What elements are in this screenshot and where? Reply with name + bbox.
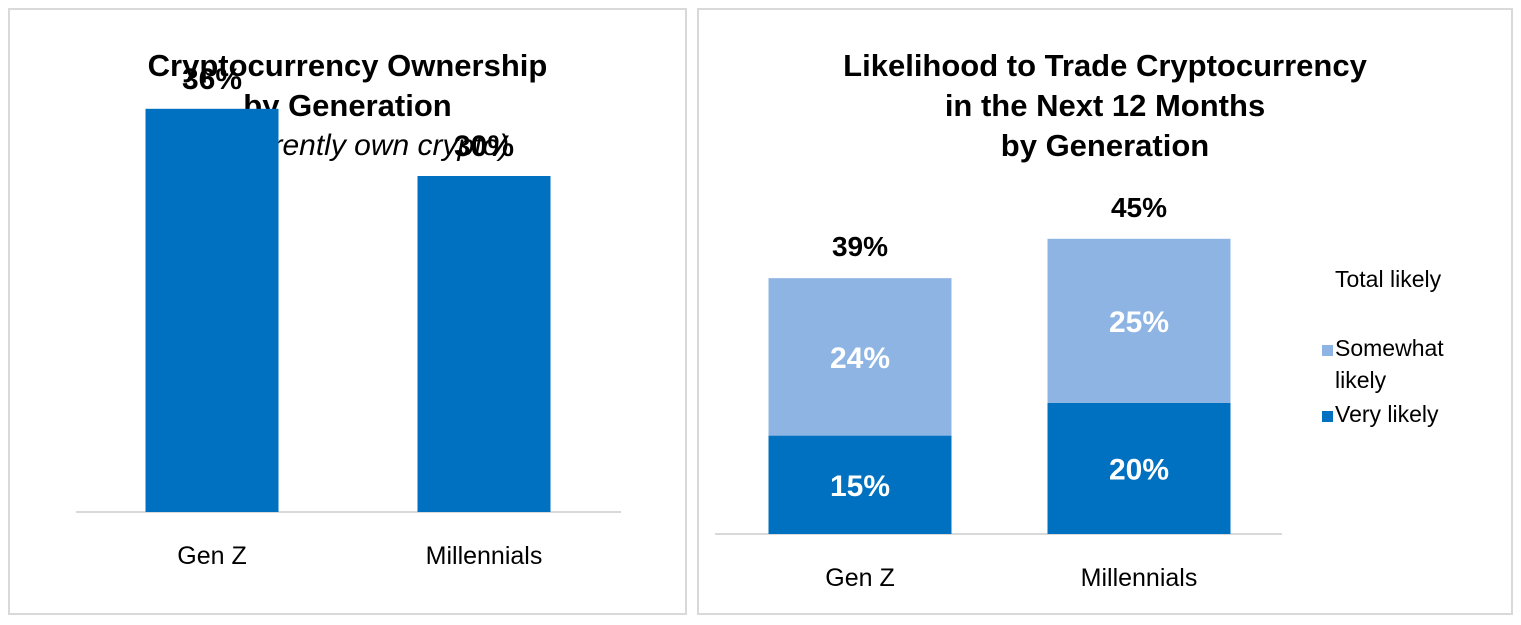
trade-bar-millennials-very-likely: [1047, 402, 1231, 534]
ownership-chart-panel: Cryptocurrency Ownership by Generation (…: [8, 8, 687, 615]
ownership-data-label: 30%: [454, 130, 514, 163]
trade-segment-label-somewhat-likely: 25%: [1109, 306, 1169, 339]
ownership-bar-gen-z: [145, 108, 279, 513]
trade-chart-plot: 15% 24% 39% Gen Z 20% 25% 45% Millennials Total …: [715, 192, 1444, 592]
trade-total-label: 39%: [832, 231, 888, 262]
legend-swatch-somewhat-likely: [1322, 345, 1333, 356]
ownership-category-label: Gen Z: [177, 542, 246, 570]
ownership-category-label: Millennials: [426, 542, 543, 570]
legend-label-somewhat-likely-line-1: Somewhat: [1335, 335, 1444, 361]
trade-segment-label-very-likely: 20%: [1109, 453, 1169, 486]
trade-bar-millennials-somewhat-likely: [1047, 238, 1231, 403]
trade-title-line-3: by Generation: [1000, 128, 1210, 163]
ownership-chart-plot: 36% Gen Z 30% Millennials: [76, 63, 621, 570]
trade-category-label: Gen Z: [825, 564, 894, 592]
ownership-chart-title: Cryptocurrency Ownership by Generation: [10, 46, 685, 126]
ownership-bar-millennials: [417, 176, 551, 512]
legend-header: Total likely: [1335, 266, 1442, 292]
trade-category-label: Millennials: [1081, 564, 1198, 592]
trade-bar-gen-z-somewhat-likely: [768, 278, 952, 436]
trade-segment-label-somewhat-likely: 24%: [830, 342, 890, 375]
legend-label-very-likely: Very likely: [1335, 401, 1439, 427]
trade-likelihood-chart-panel: Likelihood to Trade Cryptocurrency in th…: [697, 8, 1513, 615]
legend-swatch-very-likely: [1322, 411, 1333, 422]
trade-title-line-2: in the Next 12 Months: [944, 88, 1266, 123]
ownership-title-line-1: Cryptocurrency Ownership: [147, 48, 548, 83]
ownership-data-label: 36%: [182, 63, 242, 96]
legend-label-somewhat-likely-line-2: likely: [1335, 367, 1387, 393]
trade-total-label: 45%: [1111, 192, 1167, 223]
trade-bar-gen-z-very-likely: [768, 435, 952, 534]
trade-segment-label-very-likely: 15%: [830, 470, 890, 503]
trade-chart-title: Likelihood to Trade Cryptocurrency in th…: [699, 46, 1511, 166]
trade-title-line-1: Likelihood to Trade Cryptocurrency: [843, 48, 1367, 83]
